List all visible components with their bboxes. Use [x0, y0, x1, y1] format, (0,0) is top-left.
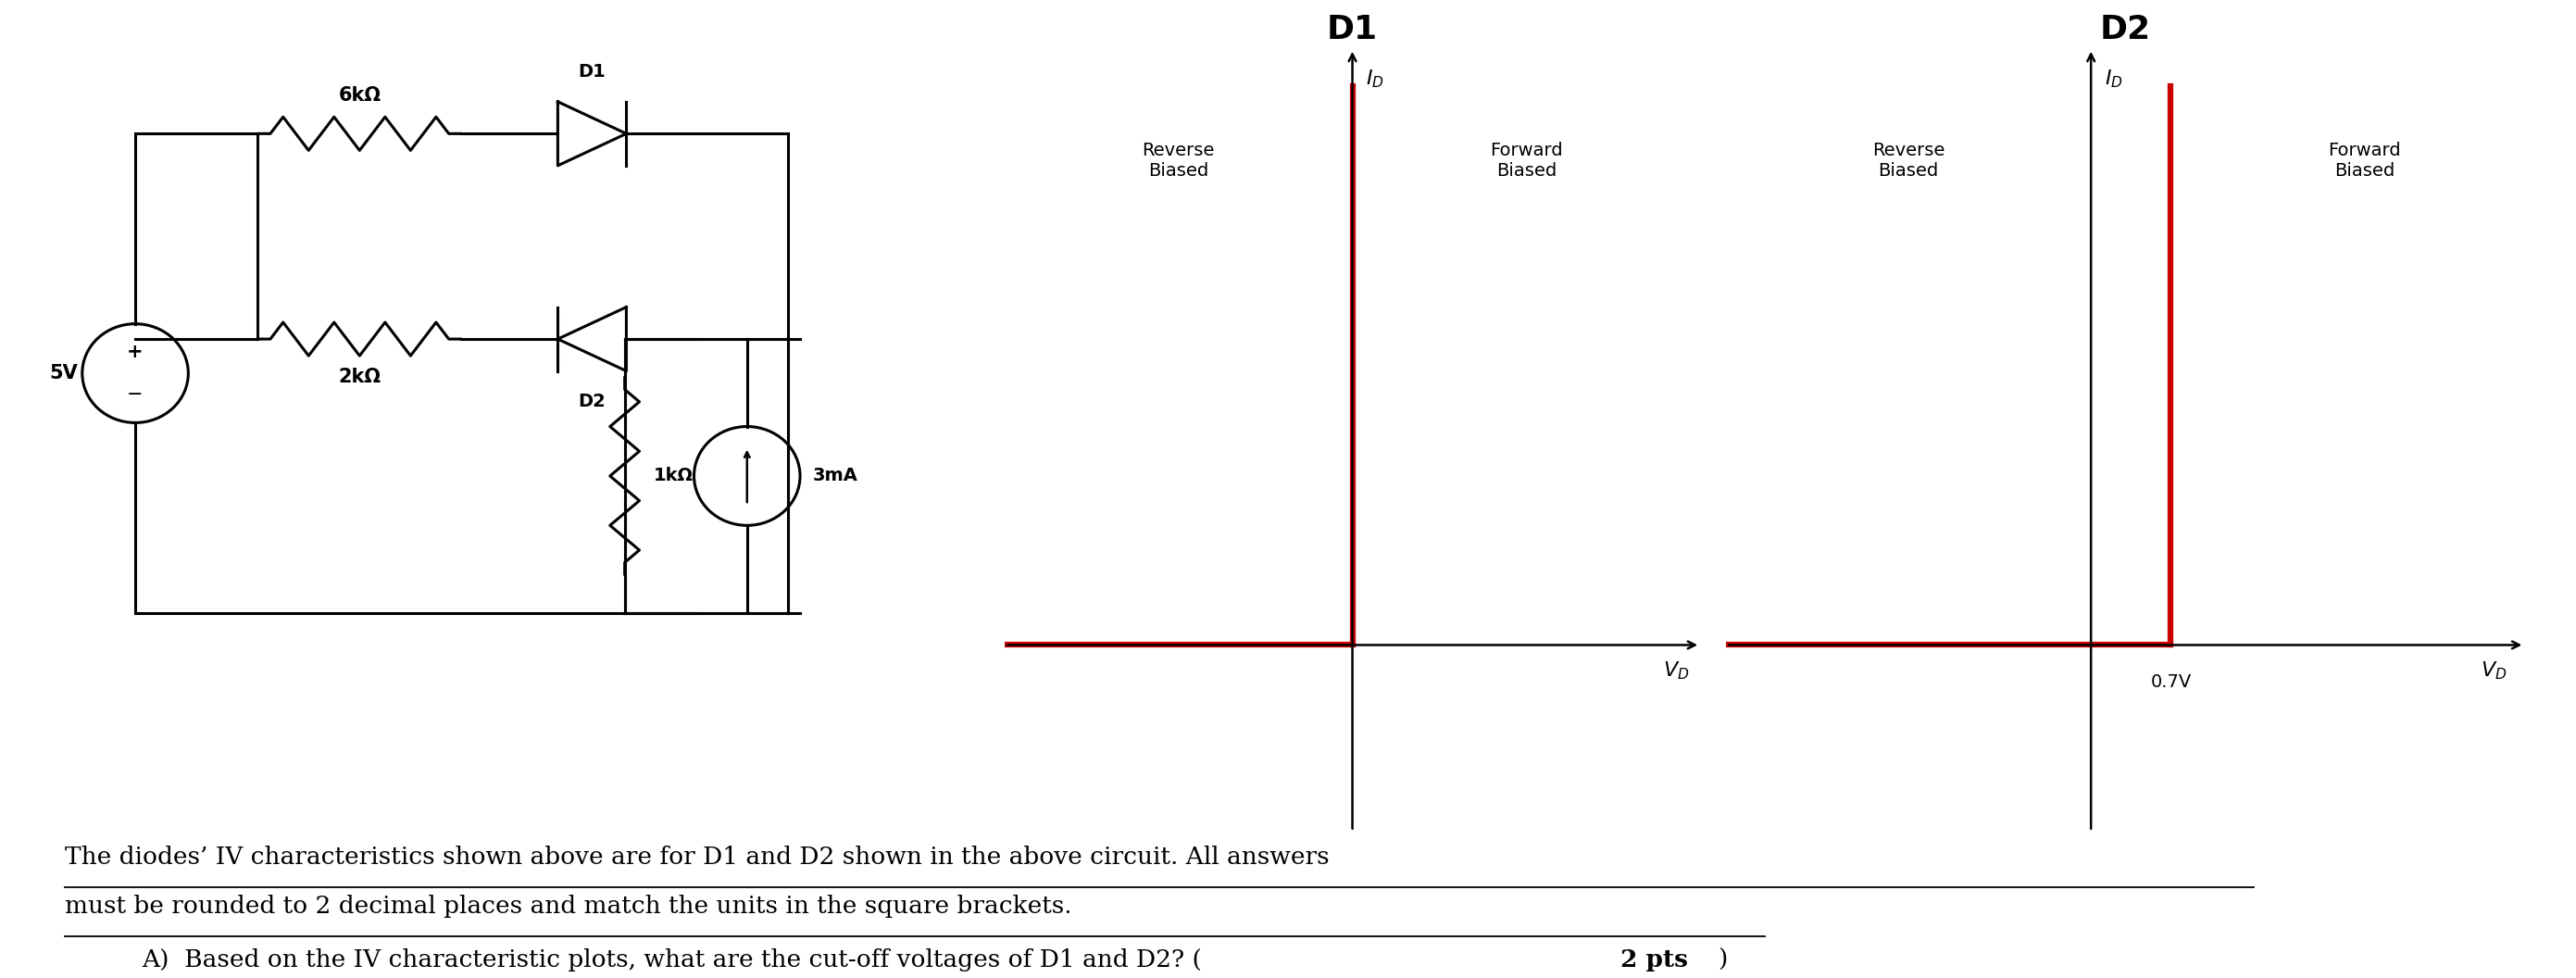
Text: 6kΩ: 6kΩ [337, 86, 381, 105]
Text: Reverse
Biased: Reverse Biased [1141, 142, 1216, 180]
Text: A)  Based on the IV characteristic plots, what are the cut-off voltages of D1 an: A) Based on the IV characteristic plots,… [142, 949, 1203, 972]
Text: $V_D$: $V_D$ [1664, 660, 1690, 682]
Text: Forward
Biased: Forward Biased [2329, 142, 2401, 180]
Text: 0.7V: 0.7V [2151, 673, 2192, 690]
Text: 5V: 5V [49, 364, 77, 382]
Text: +: + [126, 342, 144, 361]
Text: 3mA: 3mA [811, 467, 858, 485]
Text: ): ) [1718, 949, 1728, 972]
Title: D1: D1 [1327, 14, 1378, 45]
Text: 2 pts: 2 pts [1620, 949, 1687, 972]
Text: Forward
Biased: Forward Biased [1489, 142, 1564, 180]
Text: 2kΩ: 2kΩ [337, 368, 381, 386]
Title: D2: D2 [2099, 14, 2151, 45]
Text: $V_D$: $V_D$ [2481, 660, 2506, 682]
Text: 1kΩ: 1kΩ [654, 467, 693, 485]
Text: $I_D$: $I_D$ [1365, 67, 1383, 89]
Text: $I_D$: $I_D$ [2105, 67, 2123, 89]
Text: Reverse
Biased: Reverse Biased [1873, 142, 1945, 180]
Text: must be rounded to 2 decimal places and match the units in the square brackets.: must be rounded to 2 decimal places and … [64, 895, 1072, 918]
Text: The diodes’ IV characteristics shown above are for D1 and D2 shown in the above : The diodes’ IV characteristics shown abo… [64, 846, 1329, 869]
Text: −: − [126, 385, 144, 404]
Text: D1: D1 [577, 63, 605, 80]
Text: D2: D2 [577, 392, 605, 410]
